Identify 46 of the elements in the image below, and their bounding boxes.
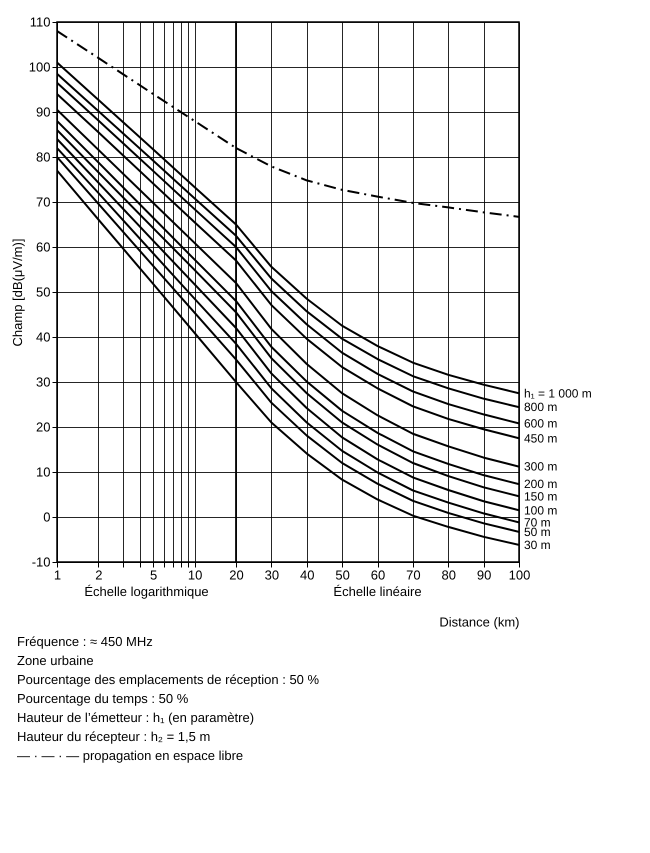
y-axis-title: Champ [dB(μV/m)] — [10, 238, 25, 346]
y-tick-label: 80 — [36, 150, 50, 164]
text: Hauteur du récepteur : h₂ = 1,5 m — [17, 729, 210, 744]
y-tick-label: 10 — [36, 464, 50, 480]
y-tick-label: 60 — [36, 240, 50, 254]
x-tick-label: 40 — [300, 568, 314, 582]
x-axis-title: Distance (km) — [439, 614, 520, 630]
x-tick-label: 50 — [335, 568, 350, 582]
text: Pourcentage des emplacements de réception : 50 % — [17, 672, 320, 687]
x-tick-label: 10 — [188, 568, 202, 582]
x-tick-label: 20 — [229, 568, 244, 582]
text: Hauteur de l’émetteur : h₁ (en paramètre) — [17, 710, 254, 725]
y-tick-label: 70 — [36, 194, 50, 210]
x-tick-label: 80 — [442, 568, 456, 582]
text: Échelle linéaire — [333, 584, 422, 599]
y-tick-label: 50 — [36, 284, 50, 300]
series-label: 450 m — [524, 431, 558, 446]
text: Échelle logarithmique — [84, 584, 209, 599]
x-tick-label: 60 — [370, 568, 386, 582]
series-label: 200 m — [524, 477, 558, 492]
y-tick-label: 90 — [36, 104, 50, 120]
y-tick-label: -10 — [32, 554, 50, 570]
y-tick-label: 110 — [30, 14, 50, 30]
series-label: 100 m — [524, 503, 558, 518]
x-tick-label: 1 — [54, 568, 62, 582]
series-label: 30 m — [524, 538, 551, 552]
text: Fréquence : ≈ 450 MHz — [17, 634, 153, 649]
x-tick-label: 2 — [95, 568, 103, 582]
x-tick-label: 30 — [264, 568, 280, 582]
text: Pourcentage du temps : 50 % — [17, 691, 189, 706]
text: Zone urbaine — [17, 653, 94, 668]
x-tick-label: 70 — [406, 568, 421, 582]
y-tick-label: 30 — [36, 374, 50, 390]
series-label: 600 m — [524, 416, 558, 430]
series-label: 300 m — [524, 460, 558, 474]
series-label: 150 m — [524, 489, 558, 504]
y-tick-label: 100 — [28, 60, 50, 74]
text: — · — · — propagation en espace libre — [17, 748, 244, 763]
x-tick-label: 5 — [150, 568, 158, 582]
series-label: h₁ = 1 000 m — [524, 386, 592, 400]
x-tick-label: 90 — [476, 568, 492, 582]
y-tick-label: 0 — [43, 510, 50, 524]
x-tick-label: 100 — [508, 568, 530, 582]
series-label: 800 m — [524, 400, 558, 414]
y-tick-label: 20 — [36, 420, 50, 434]
y-tick-label: 40 — [36, 330, 50, 344]
